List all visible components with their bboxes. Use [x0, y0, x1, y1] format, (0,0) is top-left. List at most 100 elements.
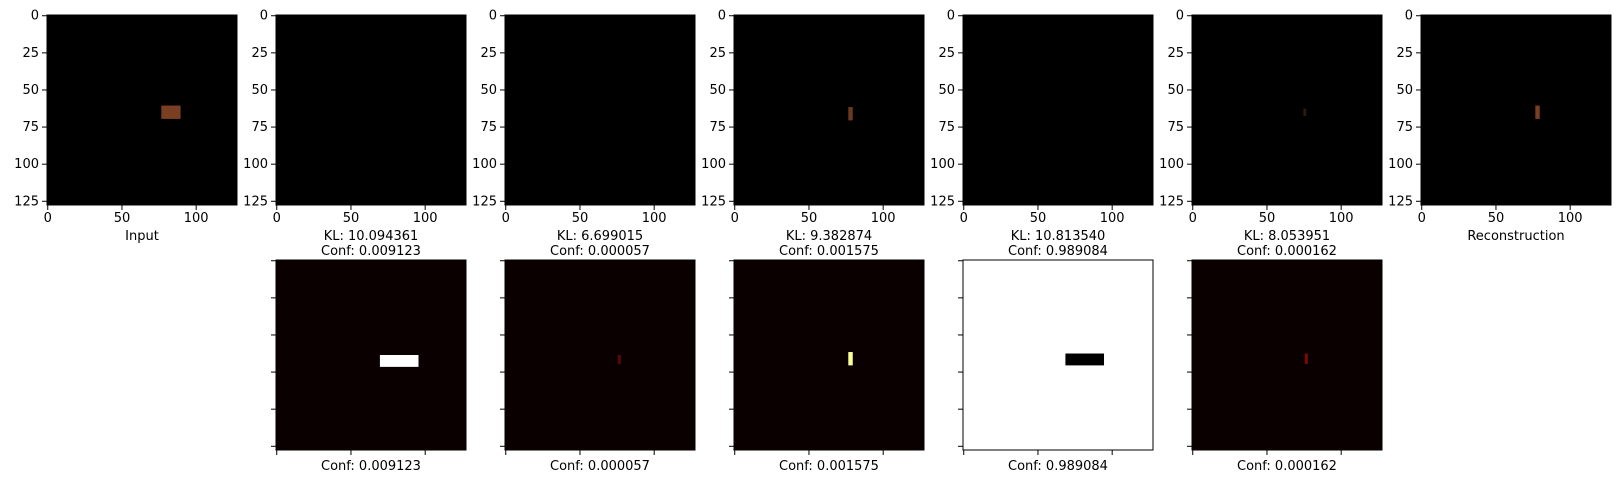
panel-label: Conf: 0.989084	[1008, 459, 1108, 474]
image-area	[505, 15, 695, 205]
y-tick-label: 75	[251, 120, 268, 135]
y-tick-label: 125	[472, 194, 497, 209]
blob-mark	[1303, 108, 1307, 116]
blob-mark	[617, 355, 621, 364]
y-tick-label: 100	[701, 157, 726, 172]
y-tick-label: 125	[1388, 194, 1413, 209]
x-tick-label: 0	[44, 211, 52, 226]
axes-frame	[504, 14, 696, 206]
y-tick-label: 50	[480, 83, 497, 98]
image-area	[1192, 15, 1382, 205]
y-tick-label: 0	[260, 9, 268, 24]
y-tick-label: 0	[718, 9, 726, 24]
panel-7: Conf: 0.009123	[271, 259, 467, 474]
panel-label: KL: 8.053951	[1244, 229, 1330, 244]
y-tick-label: 0	[31, 9, 39, 24]
axes-frame	[275, 14, 467, 206]
panel-8: Conf: 0.000057	[500, 259, 696, 474]
x-tick-label: 100	[184, 211, 209, 226]
y-tick-label: 25	[709, 46, 726, 61]
blob-mark	[1065, 353, 1105, 366]
panel-label: KL: 9.382874	[786, 229, 872, 244]
x-tick-label: 0	[502, 211, 510, 226]
y-tick-label: 75	[938, 120, 955, 135]
y-tick-label: 75	[480, 120, 497, 135]
panel-label: Reconstruction	[1467, 229, 1564, 244]
x-tick-label: 50	[572, 211, 589, 226]
axes-frame	[962, 259, 1154, 451]
y-tick-label: 100	[930, 157, 955, 172]
x-tick-label: 0	[273, 211, 281, 226]
axes-frame	[1191, 14, 1383, 206]
axes-frame	[733, 14, 925, 206]
panel-label: Conf: 0.001575	[779, 244, 879, 259]
panel-9: Conf: 0.001575	[729, 259, 925, 474]
image-area	[276, 15, 466, 205]
x-tick-label: 50	[1030, 211, 1047, 226]
x-tick-label: 100	[871, 211, 896, 226]
image-area	[47, 15, 237, 205]
x-tick-label: 100	[413, 211, 438, 226]
axes-frame	[1420, 14, 1612, 206]
panel-0: 0 50 100 0 25 50 75 100 125 Input	[14, 9, 238, 244]
y-tick-label: 25	[938, 46, 955, 61]
y-tick-label: 75	[1167, 120, 1184, 135]
y-tick-label: 25	[480, 46, 497, 61]
panel-11: Conf: 0.000162	[1187, 259, 1383, 474]
y-tick-label: 25	[1167, 46, 1184, 61]
x-tick-label: 50	[343, 211, 360, 226]
image-area	[1421, 15, 1611, 205]
x-tick-label: 0	[731, 211, 739, 226]
y-tick-label: 125	[243, 194, 268, 209]
panel-label: Conf: 0.000057	[550, 459, 650, 474]
y-tick-label: 50	[1396, 83, 1413, 98]
x-tick-label: 100	[1558, 211, 1583, 226]
blob-mark	[379, 355, 419, 367]
y-tick-label: 125	[701, 194, 726, 209]
y-tick-label: 125	[14, 194, 39, 209]
panel-6: 0 50 100 0 25 50 75 100 125 Reconstruction	[1388, 9, 1612, 244]
x-tick-label: 0	[1418, 211, 1426, 226]
y-tick-label: 75	[709, 120, 726, 135]
x-tick-label: 50	[801, 211, 818, 226]
x-tick-label: 100	[1100, 211, 1125, 226]
panel-label: Conf: 0.000162	[1237, 459, 1337, 474]
x-tick-label: 100	[642, 211, 667, 226]
y-tick-label: 25	[251, 46, 268, 61]
panel-label: Conf: 0.009123	[321, 244, 421, 259]
y-tick-label: 0	[947, 9, 955, 24]
panel-label: Conf: 0.001575	[779, 459, 879, 474]
y-tick-label: 50	[1167, 83, 1184, 98]
blob-mark	[848, 352, 853, 366]
y-tick-label: 50	[251, 83, 268, 98]
panel-10: Conf: 0.989084	[958, 259, 1154, 474]
panel-label: Conf: 0.989084	[1008, 244, 1108, 259]
y-tick-label: 25	[22, 46, 39, 61]
blob-mark	[161, 105, 181, 119]
x-tick-label: 50	[1259, 211, 1276, 226]
y-tick-label: 100	[1388, 157, 1413, 172]
y-tick-label: 25	[1396, 46, 1413, 61]
blob-mark	[1304, 353, 1308, 364]
image-area	[963, 15, 1153, 205]
image-area	[505, 260, 695, 450]
y-tick-label: 75	[1396, 120, 1413, 135]
blob-mark	[1535, 105, 1540, 119]
image-area	[734, 15, 924, 205]
y-tick-label: 100	[14, 157, 39, 172]
y-tick-label: 50	[938, 83, 955, 98]
y-tick-label: 75	[22, 120, 39, 135]
x-tick-label: 0	[960, 211, 968, 226]
image-area	[963, 260, 1153, 450]
image-area	[276, 260, 466, 450]
y-tick-label: 100	[243, 157, 268, 172]
axes-frame	[1191, 259, 1383, 451]
image-area	[734, 260, 924, 450]
panel-label: Conf: 0.009123	[321, 459, 421, 474]
y-tick-label: 50	[709, 83, 726, 98]
